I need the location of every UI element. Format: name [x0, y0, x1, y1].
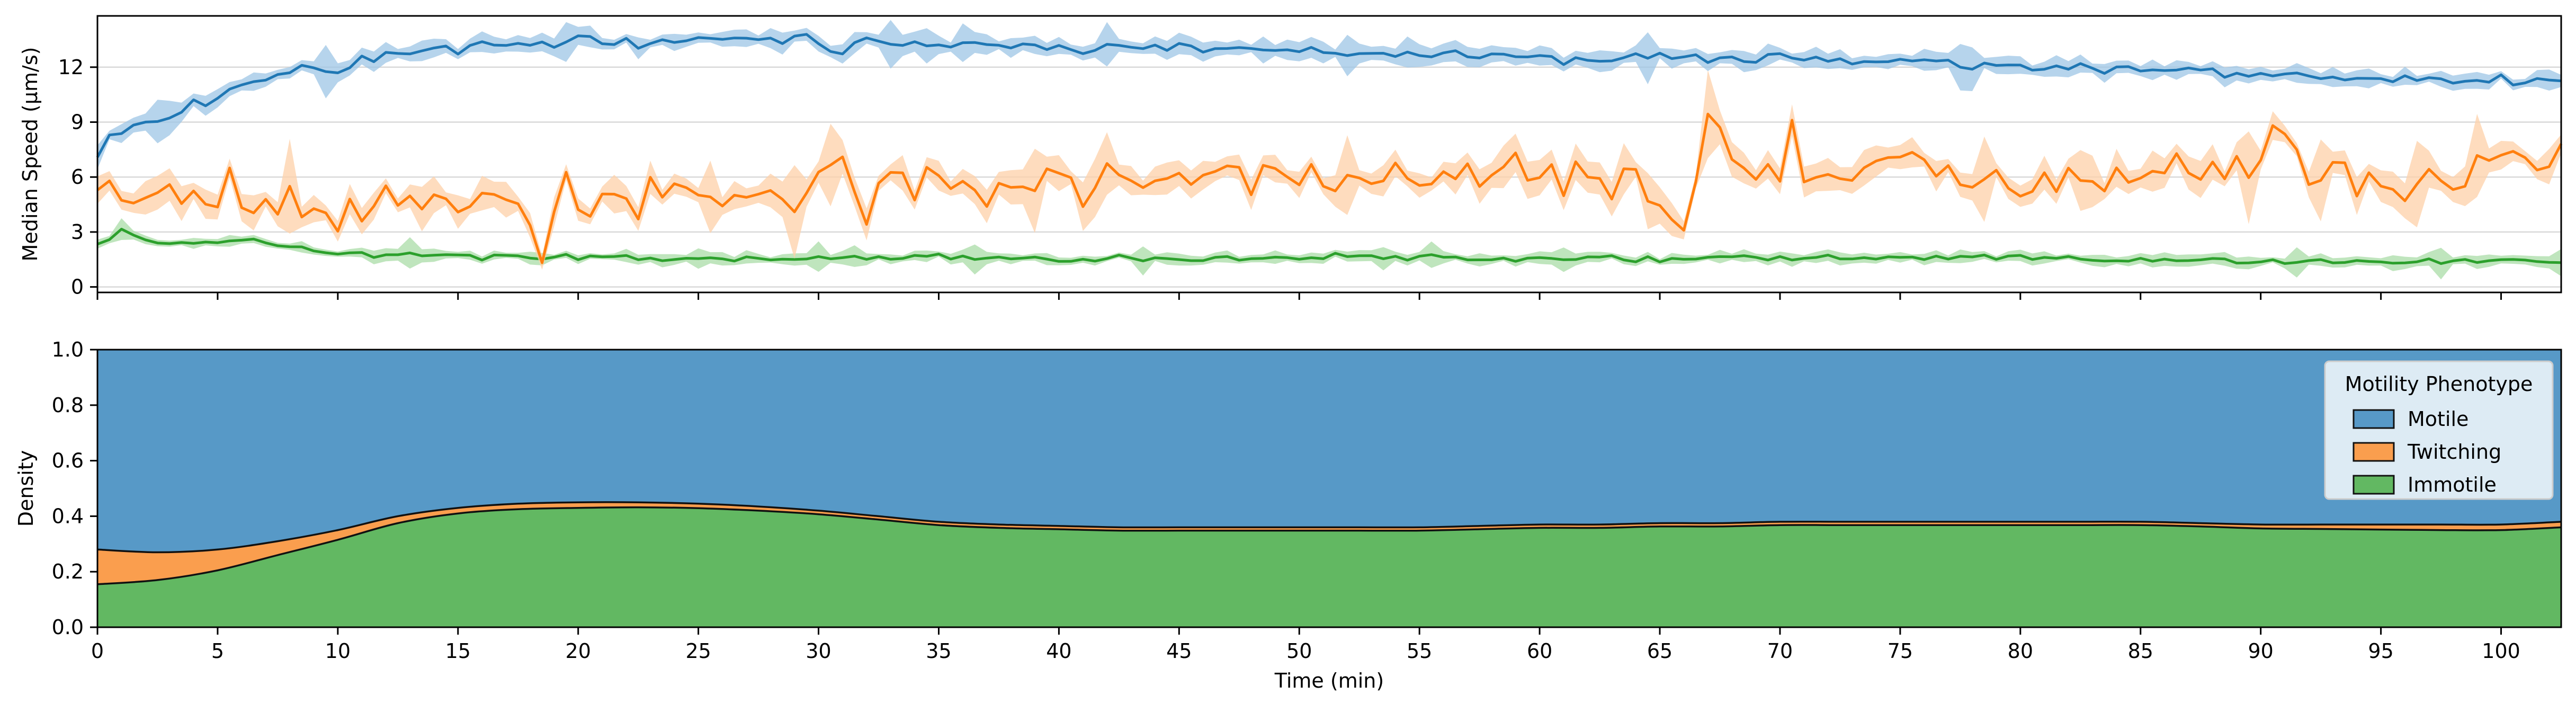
density-x-tick-label: 0 [91, 639, 104, 663]
density-panel: 0 5 10 15 20 25 30 35 40 45 50 55 60 65 70 75 80 85 90 95 10… [14, 338, 2562, 692]
speed-series-line [96, 33, 2562, 158]
density-y-ticks: 0.0 0.2 0.4 0.6 0.8 1.0 [52, 338, 97, 639]
density-x-tick-label: 25 [685, 639, 711, 663]
legend-box [2324, 360, 2554, 500]
density-x-tick-label: 30 [806, 639, 831, 663]
density-x-tick-label: 65 [1647, 639, 1672, 663]
density-boundary-line [97, 506, 2562, 585]
legend-swatch [2353, 442, 2395, 462]
speed-y-tick-label: 12 [58, 56, 84, 79]
legend: Motility Phenotype Motile Twitching Immoti… [2324, 360, 2554, 500]
density-y-tick-label: 0.2 [52, 560, 84, 583]
density-areas [97, 350, 2562, 627]
density-x-ticks: 0 5 10 15 20 25 30 35 40 45 50 55 60 65 70 75 80 85 90 95 10… [91, 627, 2520, 663]
density-x-tick-label: 75 [1888, 639, 1913, 663]
speed-series [96, 20, 2563, 280]
legend-title: Motility Phenotype [2345, 372, 2533, 396]
legend-item-motile: Motile [2353, 407, 2468, 431]
speed-series-line [97, 228, 2562, 265]
density-x-tick-label: 45 [1166, 639, 1192, 663]
density-x-tick-label: 10 [325, 639, 351, 663]
density-x-tick-label: 15 [445, 639, 471, 663]
speed-y-tick-label: 9 [71, 111, 84, 134]
speed-x-ticks [96, 292, 2502, 300]
density-area-immotile [97, 507, 2561, 627]
legend-label: Twitching [2407, 440, 2501, 464]
density-x-tick-label: 55 [1407, 639, 1432, 663]
speed-confidence-band [97, 70, 2561, 270]
density-boundary-line [97, 501, 2562, 554]
legend-swatch [2353, 409, 2395, 429]
density-x-tick-label: 35 [926, 639, 951, 663]
density-y-tick-label: 0.6 [52, 449, 84, 473]
density-x-tick-label: 80 [2008, 639, 2033, 663]
legend-label: Immotile [2408, 473, 2497, 496]
speed-confidence-band [97, 20, 2561, 170]
density-y-tick-label: 0.8 [52, 394, 84, 417]
speed-y-ticks: 0 3 6 9 12 [58, 56, 97, 299]
density-x-tick-label: 20 [566, 639, 591, 663]
legend-swatch [2353, 475, 2395, 495]
speed-y-tick-label: 3 [71, 220, 84, 244]
speed-y-tick-label: 0 [71, 275, 84, 299]
density-x-tick-label: 70 [1767, 639, 1793, 663]
density-x-tick-label: 85 [2128, 639, 2153, 663]
density-x-tick-label: 95 [2368, 639, 2393, 663]
density-y-tick-label: 0.0 [52, 616, 84, 639]
density-y-tick-label: 0.4 [52, 504, 84, 528]
legend-item-immotile: Immotile [2353, 473, 2497, 496]
legend-label: Motile [2408, 407, 2468, 431]
density-axes-frame [96, 349, 2562, 628]
time-x-axis-label: Time (min) [1274, 669, 1384, 692]
speed-axes-frame [96, 15, 2562, 293]
density-x-tick-label: 5 [211, 639, 224, 663]
density-x-tick-label: 50 [1286, 639, 1312, 663]
density-y-axis-label: Density [14, 450, 38, 527]
density-x-tick-label: 40 [1046, 639, 1071, 663]
legend-item-twitching: Twitching [2353, 440, 2501, 464]
density-x-tick-label: 90 [2248, 639, 2274, 663]
density-x-tick-label: 100 [2482, 639, 2520, 663]
density-x-tick-label: 60 [1527, 639, 1552, 663]
legend-items: Motile Twitching Immotile [2353, 407, 2501, 496]
speed-series-line [96, 112, 2563, 264]
density-y-tick-label: 1.0 [52, 338, 84, 361]
density-area-motile [97, 350, 2561, 553]
speed-y-axis-label: Median Speed (µm/s) [19, 47, 42, 262]
speed-y-tick-label: 6 [71, 165, 84, 189]
